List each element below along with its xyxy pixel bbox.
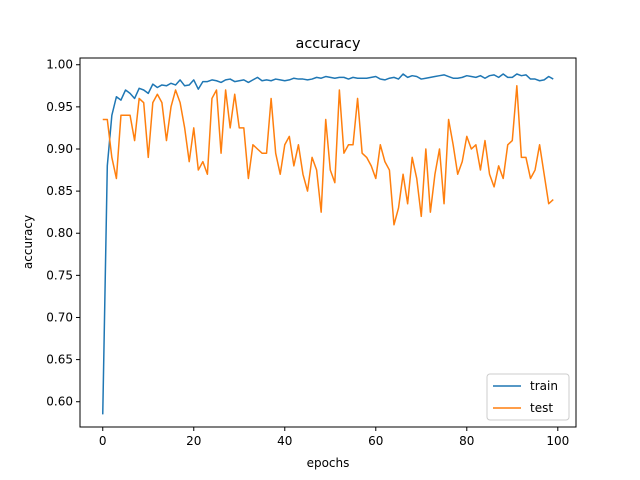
y-tick-label: 0.90 xyxy=(46,142,73,156)
plot-frame xyxy=(79,57,577,428)
legend-label-train: train xyxy=(530,379,558,393)
x-tick-label: 40 xyxy=(277,434,292,448)
y-tick-label: 0.70 xyxy=(46,310,73,324)
legend: train test xyxy=(486,373,570,421)
x-tick-label: 60 xyxy=(368,434,383,448)
series-layer xyxy=(102,73,554,415)
y-tick-label: 1.00 xyxy=(46,58,73,72)
legend-label-test: test xyxy=(530,401,553,415)
x-tick-label: 20 xyxy=(186,434,201,448)
y-tick-label: 0.80 xyxy=(46,226,73,240)
y-tick-label: 0.95 xyxy=(46,100,73,114)
y-axis: 0.60 0.65 0.70 0.75 0.80 0.85 0.90 0.95 1.00 xyxy=(46,58,80,409)
x-tick-label: 0 xyxy=(99,434,107,448)
chart-title: accuracy xyxy=(296,36,361,52)
x-tick-label: 100 xyxy=(546,434,569,448)
x-axis: 0 20 40 60 80 100 xyxy=(99,427,569,448)
x-tick-label: 80 xyxy=(459,434,474,448)
series-line-test xyxy=(102,85,554,226)
y-tick-label: 0.75 xyxy=(46,268,73,282)
y-tick-label: 0.60 xyxy=(46,395,73,409)
y-tick-label: 0.85 xyxy=(46,184,73,198)
x-axis-label: epochs xyxy=(307,456,350,470)
series-line-train xyxy=(102,73,554,415)
y-axis-label: accuracy xyxy=(21,215,35,269)
y-tick-label: 0.65 xyxy=(46,353,73,367)
